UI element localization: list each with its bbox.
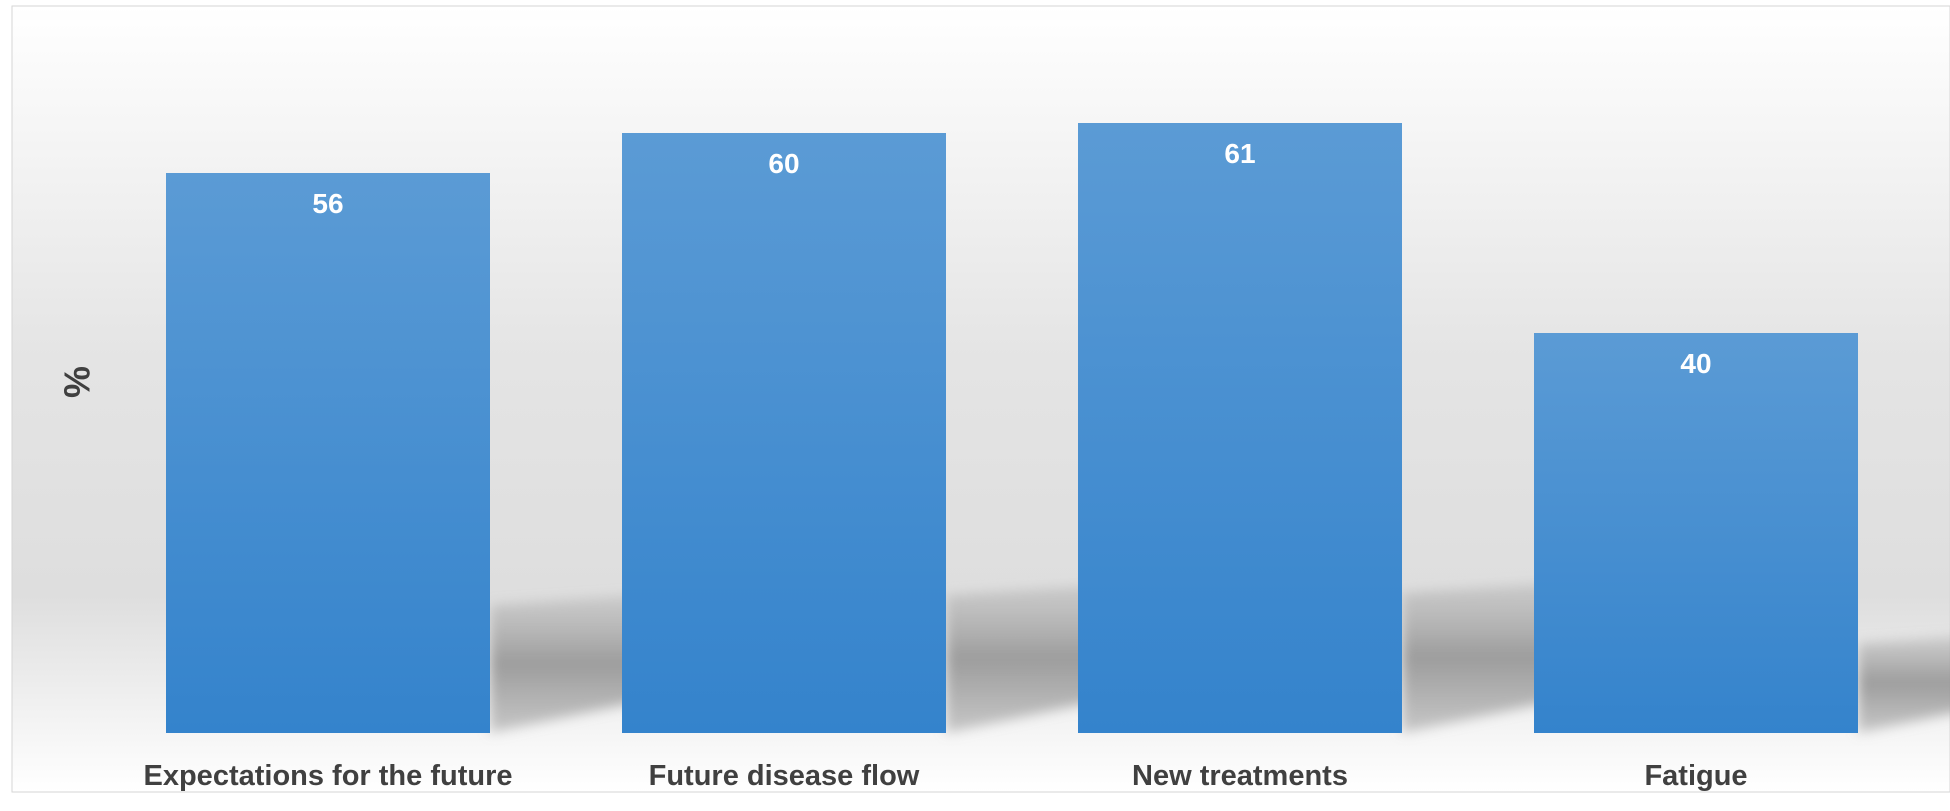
value-label: 61: [1224, 138, 1255, 169]
value-label: 60: [768, 148, 799, 179]
bar-shadow: [1858, 636, 1950, 733]
y-axis-label: %: [57, 366, 98, 398]
category-label: Future disease flow: [649, 760, 920, 792]
category-label: Expectations for the future: [144, 760, 513, 792]
bar: [1534, 333, 1858, 733]
bar: [166, 173, 490, 733]
bar: [1078, 123, 1402, 733]
bars: [166, 123, 1858, 733]
value-label: 56: [312, 188, 343, 219]
value-labels: 56 60 61 40: [312, 138, 1711, 379]
category-labels: Expectations for the future Future diseas…: [144, 760, 1748, 792]
bar: [622, 133, 946, 733]
category-label: Fatigue: [1644, 760, 1747, 792]
value-label: 40: [1680, 348, 1711, 379]
category-label: New treatments: [1132, 760, 1348, 792]
